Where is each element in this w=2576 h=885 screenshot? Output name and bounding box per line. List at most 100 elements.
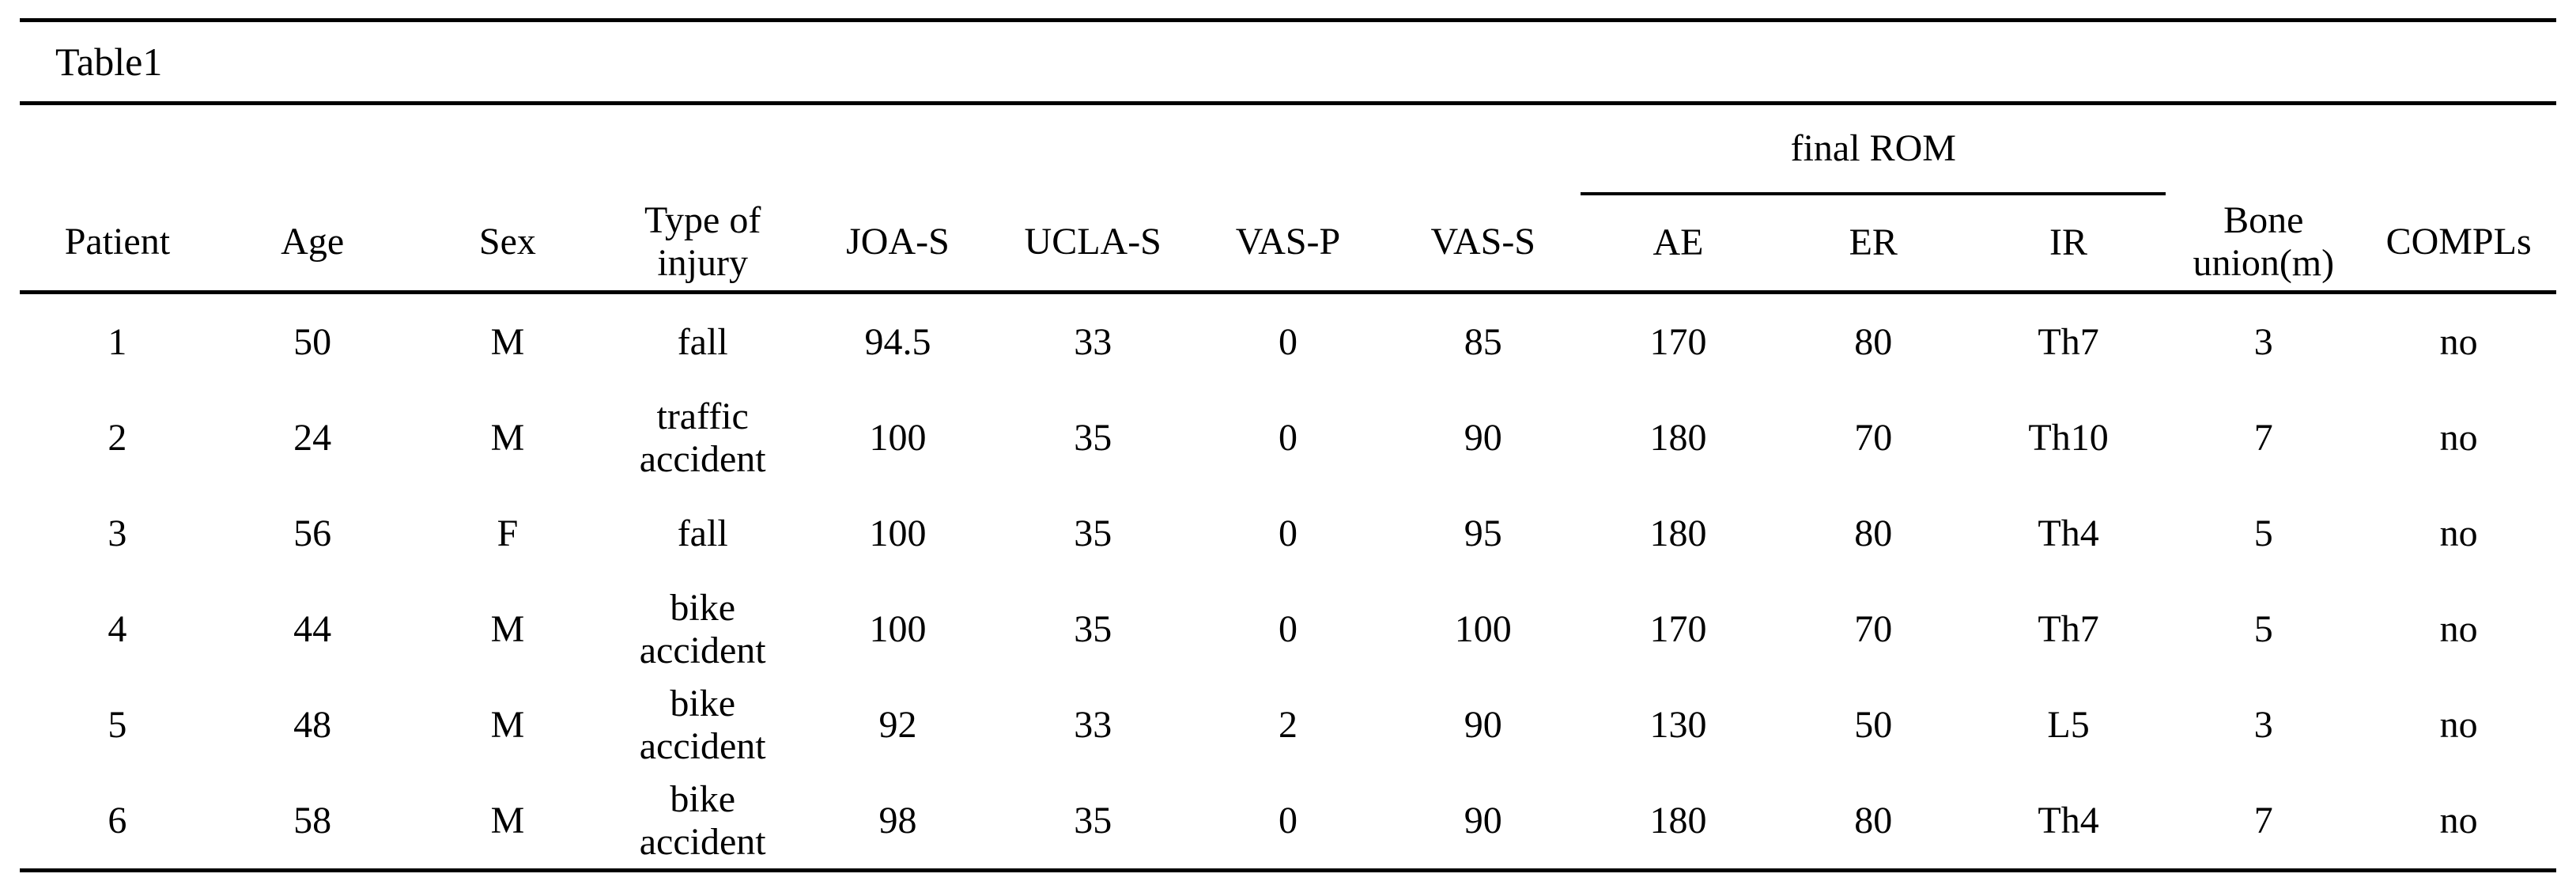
cell-age: 48 <box>293 703 332 746</box>
cell-vas-s: 95 <box>1464 512 1502 554</box>
cell-patient: 3 <box>108 512 127 554</box>
cell-patient: 4 <box>108 607 127 650</box>
col-header-sex: Sex <box>410 194 606 294</box>
cell-sex: M <box>490 416 525 459</box>
cell-vas-s: 85 <box>1464 320 1502 363</box>
cell-type-of-injury: bike accident <box>639 777 766 863</box>
cell-type-of-injury: traffic accident <box>639 395 766 480</box>
cell-age: 24 <box>293 416 332 459</box>
cell-vas-s: 90 <box>1464 416 1502 459</box>
table-row: 4 44 M bike accident 100 35 0 100 170 70… <box>20 581 2556 677</box>
col-header-er: ER <box>1775 194 1971 294</box>
cell-ucla-s: 35 <box>1074 799 1112 842</box>
cell-sex: M <box>490 799 525 842</box>
table-container: Table1 final ROM Patient Age Sex Type of… <box>20 18 2556 872</box>
cell-er: 80 <box>1854 512 1893 554</box>
cell-ir: Th7 <box>2038 607 2099 650</box>
cell-ae: 180 <box>1649 416 1707 459</box>
cell-age: 56 <box>293 512 332 554</box>
group-header-spacer-left <box>20 105 1581 194</box>
col-header-type-of-injury: Type of injury <box>605 194 801 294</box>
cell-bone-union: 7 <box>2253 799 2273 842</box>
cell-vas-p: 0 <box>1278 512 1297 554</box>
cell-joa-s: 100 <box>869 607 927 650</box>
cell-type-of-injury: fall <box>677 512 728 554</box>
cell-compls: no <box>2439 607 2478 650</box>
cell-ir: Th4 <box>2038 512 2099 554</box>
table-title-text: Table1 <box>55 40 163 84</box>
cell-joa-s: 100 <box>869 416 927 459</box>
col-header-vas-s: VAS-S <box>1385 194 1581 294</box>
cell-bone-union: 5 <box>2253 607 2273 650</box>
cell-er: 70 <box>1854 416 1893 459</box>
cell-vas-s: 100 <box>1454 607 1512 650</box>
table-title: Table1 <box>20 18 2556 105</box>
cell-compls: no <box>2439 416 2478 459</box>
cell-type-of-injury: fall <box>677 320 728 363</box>
cell-ir: L5 <box>2047 703 2090 746</box>
col-header-patient: Patient <box>20 194 215 294</box>
patients-table: final ROM Patient Age Sex Type of injury… <box>20 105 2556 872</box>
cell-vas-p: 0 <box>1278 607 1297 650</box>
cell-age: 58 <box>293 799 332 842</box>
col-header-vas-p: VAS-P <box>1190 194 1386 294</box>
cell-ae: 180 <box>1649 799 1707 842</box>
cell-sex: M <box>490 320 525 363</box>
cell-joa-s: 100 <box>869 512 927 554</box>
cell-sex: F <box>497 512 519 554</box>
group-header-final-rom: final ROM <box>1581 105 2166 195</box>
cell-ucla-s: 35 <box>1074 512 1112 554</box>
cell-ir: Th4 <box>2038 799 2099 842</box>
table-row: 2 24 M traffic accident 100 35 0 90 180 … <box>20 390 2556 486</box>
cell-sex: M <box>490 703 525 746</box>
cell-vas-s: 90 <box>1464 703 1502 746</box>
cell-ucla-s: 35 <box>1074 607 1112 650</box>
cell-bone-union: 5 <box>2253 512 2273 554</box>
cell-er: 50 <box>1854 703 1893 746</box>
cell-vas-p: 0 <box>1278 320 1297 363</box>
cell-er: 80 <box>1854 320 1893 363</box>
cell-ae: 180 <box>1649 512 1707 554</box>
cell-compls: no <box>2439 320 2478 363</box>
cell-ucla-s: 33 <box>1074 703 1112 746</box>
cell-patient: 2 <box>108 416 127 459</box>
cell-ucla-s: 33 <box>1074 320 1112 363</box>
cell-bone-union: 3 <box>2253 703 2273 746</box>
cell-joa-s: 98 <box>878 799 917 842</box>
cell-joa-s: 94.5 <box>864 320 931 363</box>
cell-compls: no <box>2439 512 2478 554</box>
cell-patient: 1 <box>108 320 127 363</box>
cell-vas-s: 90 <box>1464 799 1502 842</box>
cell-ae: 170 <box>1649 607 1707 650</box>
col-header-bone-union: Bone union(m) <box>2166 194 2362 294</box>
table-row: 5 48 M bike accident 92 33 2 90 130 50 L… <box>20 677 2556 773</box>
table-row: 3 56 F fall 100 35 0 95 180 80 Th4 5 no <box>20 486 2556 581</box>
cell-patient: 5 <box>108 703 127 746</box>
table-row: 1 50 M fall 94.5 33 0 85 170 80 Th7 3 no <box>20 293 2556 391</box>
col-header-compls: COMPLs <box>2361 194 2556 294</box>
cell-type-of-injury: bike accident <box>639 586 766 671</box>
cell-bone-union: 3 <box>2253 320 2273 363</box>
cell-bone-union: 7 <box>2253 416 2273 459</box>
cell-sex: M <box>490 607 525 650</box>
table-row: 6 58 M bike accident 98 35 0 90 180 80 T… <box>20 773 2556 871</box>
col-header-ae: AE <box>1581 194 1776 294</box>
cell-joa-s: 92 <box>878 703 917 746</box>
cell-ir: Th7 <box>2038 320 2099 363</box>
col-header-joa-s: JOA-S <box>800 194 995 294</box>
cell-age: 50 <box>293 320 332 363</box>
cell-compls: no <box>2439 799 2478 842</box>
col-header-ir: IR <box>1970 194 2166 294</box>
col-header-age: Age <box>214 194 410 294</box>
cell-patient: 6 <box>108 799 127 842</box>
cell-compls: no <box>2439 703 2478 746</box>
cell-vas-p: 0 <box>1278 416 1297 459</box>
group-header-row: final ROM <box>20 105 2556 195</box>
cell-er: 80 <box>1854 799 1893 842</box>
cell-vas-p: 2 <box>1278 703 1297 746</box>
col-header-ucla-s: UCLA-S <box>995 194 1191 294</box>
cell-ucla-s: 35 <box>1074 416 1112 459</box>
cell-ir: Th10 <box>2028 416 2109 459</box>
cell-vas-p: 0 <box>1278 799 1297 842</box>
